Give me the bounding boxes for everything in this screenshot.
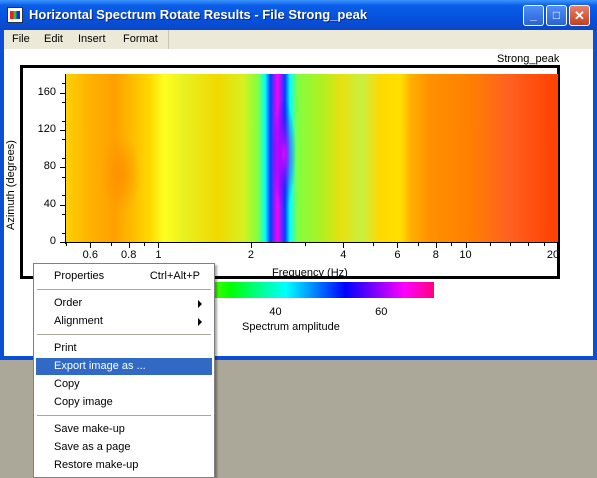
x-minor-tick	[66, 242, 67, 246]
x-tick-label: 0.6	[82, 249, 98, 261]
x-tick-label: 10	[459, 249, 472, 261]
menu-item-label: Alignment	[54, 315, 103, 327]
x-axis-label: Frequency (Hz)	[272, 267, 348, 279]
menu-item-label: Properties	[54, 270, 105, 282]
menu-separator	[37, 334, 211, 335]
x-tick	[465, 242, 467, 248]
menu-item-save-makeup[interactable]: Save make-up	[54, 423, 125, 435]
x-tick	[343, 242, 345, 248]
x-tick-label: 1	[155, 249, 162, 261]
menu-item-copy-image[interactable]: Copy image	[54, 396, 113, 408]
x-minor-tick	[528, 242, 530, 246]
x-tick	[435, 242, 437, 248]
y-minor-tick	[62, 83, 66, 85]
x-tick	[128, 242, 130, 248]
colorbar-tick-label: 40	[269, 306, 282, 318]
y-minor-tick	[62, 195, 66, 197]
y-tick-label: 120	[37, 123, 56, 135]
y-tick	[60, 130, 66, 131]
y-tick-label: 80	[43, 160, 56, 173]
y-minor-tick	[62, 139, 66, 141]
y-axis-line	[65, 74, 66, 244]
x-tick-label: 8	[432, 249, 439, 261]
heatmap-low-frequency-band	[101, 134, 141, 214]
menu-item-alignment[interactable]: Alignment	[36, 313, 212, 330]
x-minor-tick	[304, 242, 306, 246]
x-axis-line	[65, 242, 558, 243]
submenu-arrow-icon	[198, 318, 202, 326]
y-tick	[60, 167, 66, 169]
menu-insert[interactable]: Insert	[78, 33, 106, 45]
series-label: Strong_peak	[497, 53, 560, 65]
x-tick-label: 20	[546, 249, 560, 261]
x-tick	[397, 242, 399, 248]
y-minor-tick	[62, 102, 66, 103]
x-minor-tick	[489, 242, 491, 246]
menu-bar-strip: File Edit Insert Format	[4, 30, 169, 49]
y-tick	[60, 204, 66, 206]
menu-format[interactable]: Format	[123, 33, 158, 45]
x-minor-tick	[144, 242, 146, 246]
x-minor-tick	[417, 242, 419, 246]
menu-item-copy[interactable]: Copy	[54, 378, 80, 390]
menu-bar: File Edit Insert Format	[4, 30, 593, 49]
heatmap-peak-band	[272, 99, 296, 209]
menu-item-label: Order	[54, 297, 83, 309]
x-minor-tick	[451, 242, 453, 246]
close-button[interactable]: ✕	[569, 5, 590, 26]
y-tick-label: 160	[37, 85, 56, 98]
x-minor-tick	[543, 242, 545, 246]
submenu-arrow-icon	[198, 300, 202, 308]
y-tick-label: 0	[49, 235, 56, 247]
y-minor-tick	[62, 214, 66, 215]
menu-item-order[interactable]: Order	[36, 295, 212, 312]
x-tick-label: 0.8	[121, 249, 137, 261]
window-title: Horizontal Spectrum Rotate Results - Fil…	[29, 7, 368, 22]
maximize-button[interactable]: □	[546, 5, 567, 26]
menu-edit[interactable]: Edit	[44, 33, 63, 45]
app-chart-icon[interactable]	[7, 7, 23, 23]
y-minor-tick	[62, 232, 66, 234]
minimize-button[interactable]: _	[523, 5, 544, 26]
colorbar-title: Spectrum amplitude	[242, 321, 340, 333]
y-minor-tick	[62, 158, 66, 159]
y-tick	[60, 92, 66, 94]
x-tick	[158, 242, 160, 248]
title-bar[interactable]: Horizontal Spectrum Rotate Results - Fil…	[0, 0, 597, 30]
menu-item-properties[interactable]: Properties Ctrl+Alt+P	[36, 268, 212, 285]
x-tick-label: 4	[340, 249, 347, 261]
y-tick-label: 40	[43, 197, 56, 210]
heatmap-field	[66, 74, 558, 242]
x-tick-label: 2	[247, 249, 254, 261]
menu-file[interactable]: File	[12, 33, 30, 45]
y-minor-tick	[62, 120, 66, 122]
menu-item-save-as-page[interactable]: Save as a page	[54, 441, 131, 453]
x-minor-tick	[110, 242, 112, 246]
x-minor-tick	[510, 242, 512, 246]
menu-item-print[interactable]: Print	[54, 342, 77, 354]
x-minor-tick	[373, 242, 375, 246]
colorbar-tick-label: 60	[375, 306, 388, 318]
x-tick	[90, 242, 92, 248]
menu-separator	[37, 415, 211, 416]
heatmap[interactable]	[66, 74, 558, 242]
x-tick	[558, 242, 559, 248]
menu-item-export-image[interactable]: Export image as ...	[36, 358, 212, 375]
menu-item-restore-makeup[interactable]: Restore make-up	[54, 459, 139, 471]
menu-shortcut: Ctrl+Alt+P	[149, 270, 200, 282]
y-minor-tick	[62, 176, 66, 178]
y-tick	[60, 242, 66, 243]
y-axis-label: Azimuth (degrees)	[5, 140, 17, 230]
context-menu: Properties Ctrl+Alt+P Order Alignment Pr…	[33, 263, 215, 478]
x-tick-label: 6	[394, 249, 401, 261]
x-tick	[250, 242, 252, 248]
menu-separator	[37, 289, 211, 290]
